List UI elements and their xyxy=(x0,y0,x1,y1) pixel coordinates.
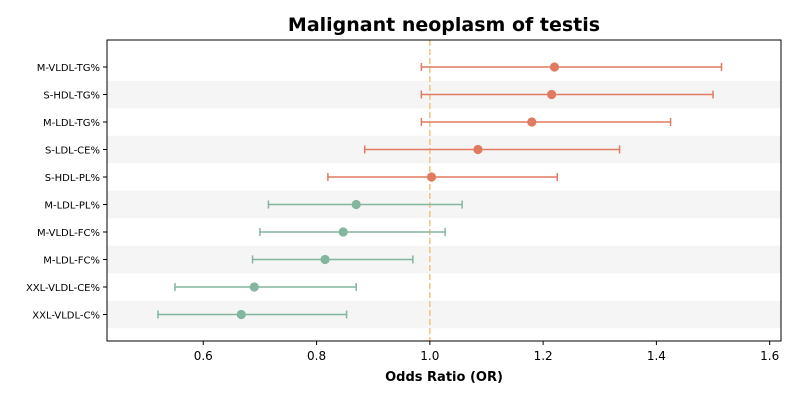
x-tick-label: 0.8 xyxy=(307,349,326,363)
forest-row xyxy=(363,144,621,155)
or-point xyxy=(426,172,437,182)
or-point xyxy=(236,309,246,320)
y-tick-label: M-LDL-PL% xyxy=(44,201,100,212)
forest-row xyxy=(420,62,723,72)
forest-row xyxy=(327,172,559,182)
or-point xyxy=(527,117,537,127)
x-tick-label: 1.6 xyxy=(760,349,779,363)
row-band xyxy=(107,245,781,274)
x-axis: 0.6 0.8 1.0 1.2 1.4 1.6 xyxy=(194,341,779,363)
y-tick-label: S-HDL-TG% xyxy=(43,91,100,102)
y-axis: M-VLDL-TG% S-HDL-TG% M-LDL-TG% S-LDL-CE% S-H… xyxy=(26,63,107,322)
or-point xyxy=(549,62,560,72)
forest-row xyxy=(251,254,414,265)
forest-row xyxy=(420,117,672,127)
or-point xyxy=(351,199,361,210)
plot-frame xyxy=(106,39,782,342)
forest-rows xyxy=(157,62,723,320)
y-tick-label: S-LDL-CE% xyxy=(45,146,100,157)
x-axis-label: Odds Ratio (OR) xyxy=(385,370,503,385)
forest-row xyxy=(174,282,357,292)
y-tick-label: XXL-VLDL-C% xyxy=(32,311,100,322)
or-point xyxy=(473,144,483,155)
y-tick-label: XXL-VLDL-CE% xyxy=(26,283,100,294)
forest-row xyxy=(157,309,348,320)
forest-row xyxy=(420,89,714,100)
x-tick-label: 1.4 xyxy=(647,349,666,363)
or-point xyxy=(320,254,330,265)
y-tick-label: S-HDL-PL% xyxy=(45,173,100,184)
or-point xyxy=(547,89,557,100)
y-tick-label: M-LDL-FC% xyxy=(43,256,100,267)
y-tick-label: M-VLDL-FC% xyxy=(37,228,100,239)
x-tick-label: 1.2 xyxy=(534,349,553,363)
or-point xyxy=(338,227,348,237)
chart-title: Malignant neoplasm of testis xyxy=(288,14,600,36)
forest-row xyxy=(259,227,446,237)
x-tick-label: 1.0 xyxy=(420,349,439,363)
forest-row xyxy=(267,199,463,210)
y-tick-label: M-VLDL-TG% xyxy=(37,63,100,74)
or-point xyxy=(249,282,259,292)
x-tick-label: 0.6 xyxy=(194,349,213,363)
y-tick-label: M-LDL-TG% xyxy=(43,118,100,129)
